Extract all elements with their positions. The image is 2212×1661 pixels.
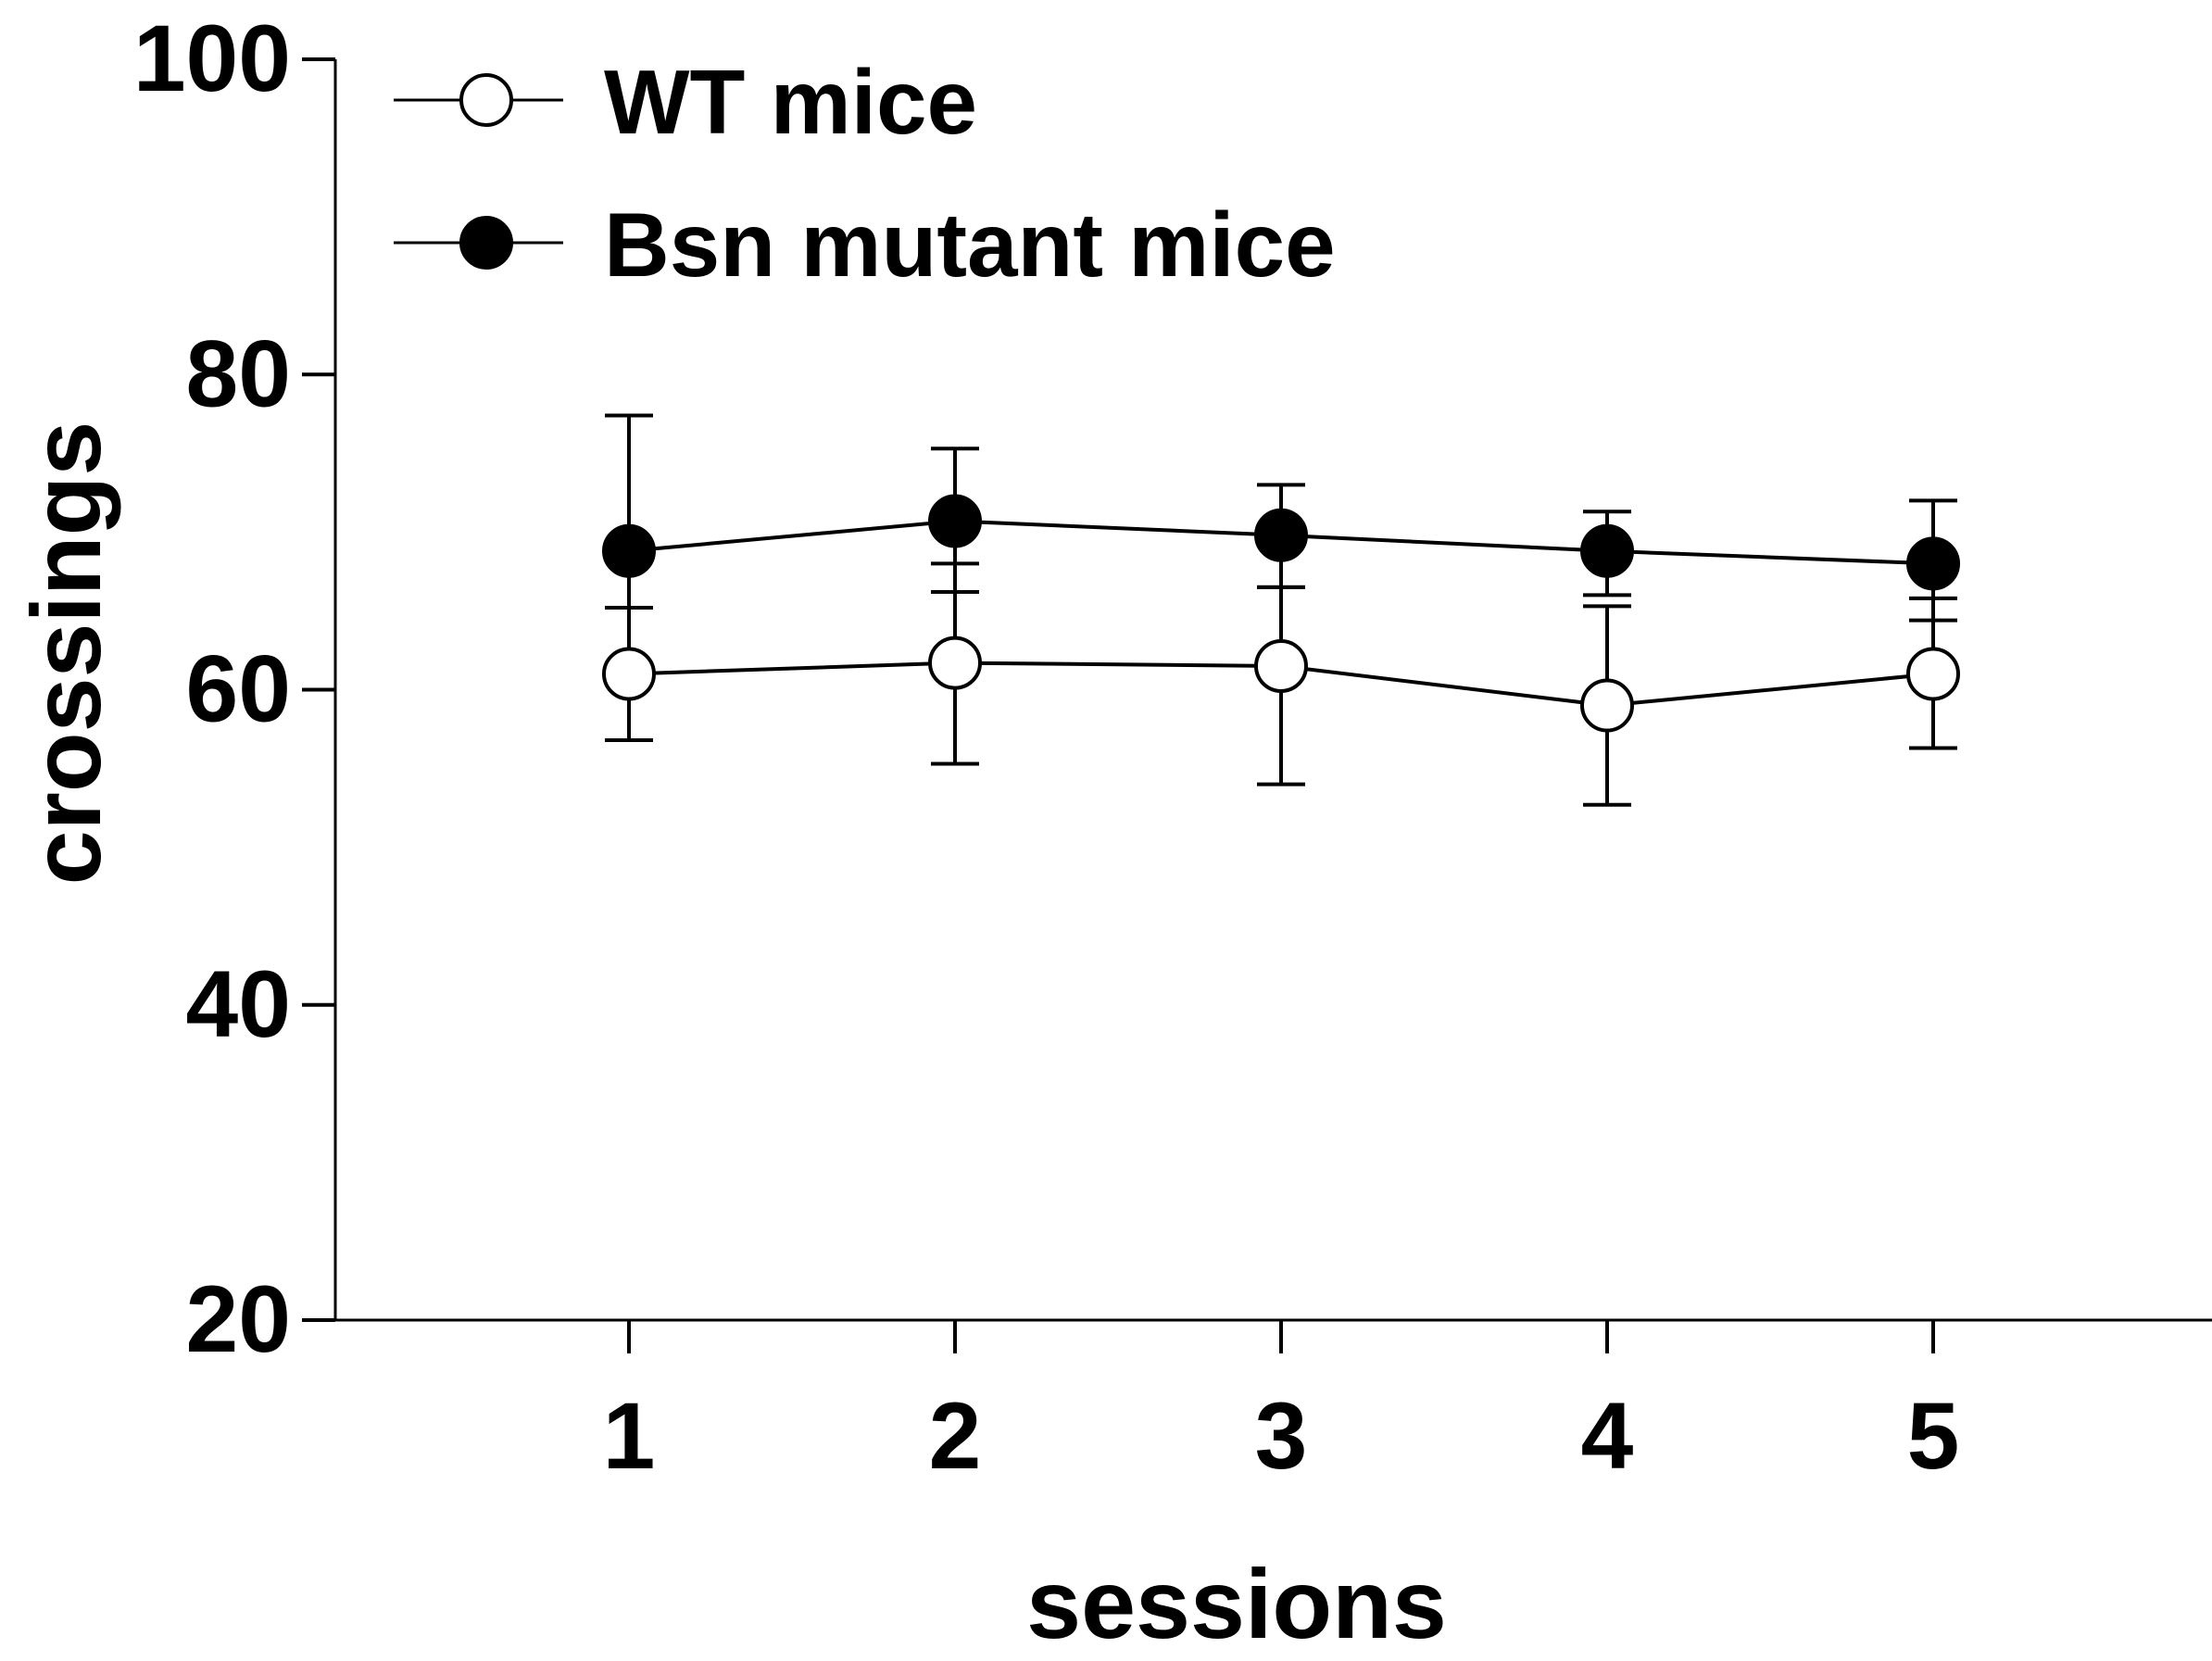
x-tick-label: 2 — [929, 1383, 982, 1489]
data-point-bsn — [1580, 523, 1634, 578]
data-point-bsn — [928, 494, 982, 548]
y-axis-title: crossings — [12, 422, 121, 886]
y-tick-label: 100 — [133, 6, 291, 111]
legend: WT mice Bsn mutant mice — [394, 51, 1336, 296]
series-markers — [602, 494, 1960, 733]
data-point-bsn — [1906, 536, 1960, 591]
legend-marker-bsn — [459, 216, 513, 270]
x-axis-title: sessions — [1026, 1550, 1447, 1656]
data-point-wt — [1580, 678, 1634, 733]
x-tick-label: 4 — [1581, 1383, 1634, 1489]
y-tick-label: 60 — [186, 636, 291, 742]
data-point-bsn — [602, 523, 656, 578]
legend-marker-wt — [459, 73, 513, 127]
data-point-wt — [1906, 647, 1960, 701]
error-bars — [605, 413, 1957, 807]
data-point-wt — [1254, 638, 1308, 693]
data-point-bsn — [1254, 508, 1308, 562]
data-point-wt — [602, 647, 656, 701]
y-tick-label: 40 — [186, 951, 291, 1057]
y-tick-label: 80 — [186, 321, 291, 426]
x-tick-label: 1 — [603, 1383, 656, 1489]
axes: 20 40 60 80 100 1 2 3 4 5 — [133, 6, 2212, 1489]
y-tick-label: 20 — [186, 1266, 291, 1372]
x-tick-label: 3 — [1255, 1383, 1308, 1489]
legend-label-bsn: Bsn mutant mice — [604, 194, 1336, 296]
legend-label-wt: WT mice — [604, 51, 977, 153]
data-point-wt — [928, 635, 982, 690]
x-tick-label: 5 — [1907, 1383, 1960, 1489]
